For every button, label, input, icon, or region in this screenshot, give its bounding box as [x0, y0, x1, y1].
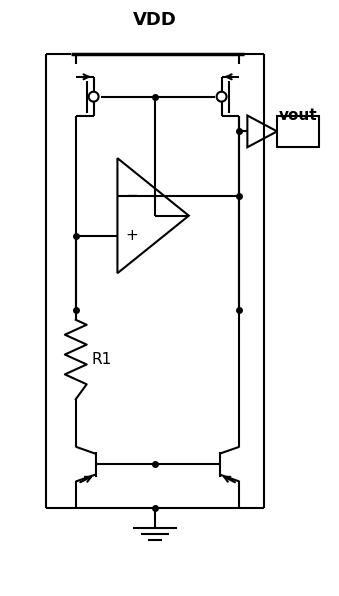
Text: R1: R1 [92, 352, 112, 367]
Text: vout: vout [279, 107, 317, 123]
Text: +: + [125, 228, 138, 243]
Circle shape [217, 92, 226, 102]
Circle shape [89, 92, 99, 102]
Text: VDD: VDD [133, 11, 177, 29]
Text: −: − [125, 188, 138, 203]
